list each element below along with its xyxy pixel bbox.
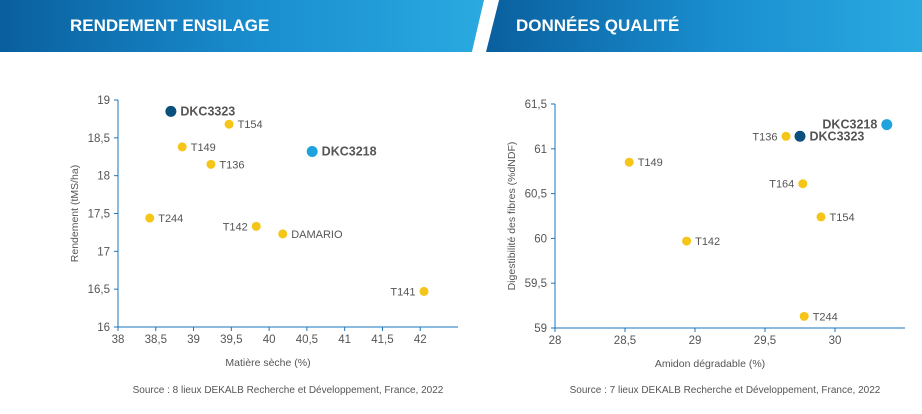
- x-tick-label: 28,5: [614, 335, 636, 347]
- x-tick-label: 41: [338, 334, 351, 346]
- data-label: T244: [813, 311, 838, 323]
- data-point: [177, 142, 187, 152]
- data-label: T136: [752, 131, 777, 143]
- y-tick-label: 59: [534, 323, 547, 335]
- y-tick-label: 18: [97, 171, 110, 183]
- data-point: [206, 159, 216, 169]
- data-label: T142: [223, 221, 248, 233]
- y-tick-label: 61: [534, 144, 547, 156]
- data-label: DKC3218: [822, 118, 877, 132]
- y-tick-label: 19: [97, 95, 110, 107]
- x-tick-label: 28: [549, 335, 562, 347]
- x-tick-label: 29,5: [754, 335, 776, 347]
- data-label: DKC3323: [180, 104, 235, 118]
- data-point: [224, 119, 234, 129]
- x-tick-label: 39,5: [220, 334, 242, 346]
- source-note: Source : 7 lieux DEKALB Recherche et Dév…: [570, 385, 881, 396]
- data-label: T149: [191, 142, 216, 154]
- x-tick-label: 42: [414, 334, 427, 346]
- y-tick-label: 17,5: [88, 209, 110, 221]
- x-tick-label: 40: [263, 334, 276, 346]
- data-point: [816, 212, 826, 222]
- y-tick-label: 16,5: [88, 284, 110, 296]
- source-note: Source : 8 lieux DEKALB Recherche et Dév…: [133, 385, 444, 396]
- data-point: [165, 105, 177, 117]
- y-tick-label: 18,5: [88, 133, 110, 145]
- data-point: [794, 130, 806, 142]
- data-label: T164: [769, 179, 794, 191]
- y-tick-label: 60: [534, 233, 547, 245]
- data-label: T154: [830, 212, 855, 224]
- y-tick-label: 61,5: [525, 99, 547, 111]
- header-left-title: RENDEMENT ENSILAGE: [70, 16, 270, 35]
- data-label: T244: [158, 213, 183, 225]
- x-tick-label: 38,5: [145, 334, 167, 346]
- y-tick-label: 59,5: [525, 278, 547, 290]
- data-point: [781, 131, 791, 141]
- header-rendement-ensilage: RENDEMENT ENSILAGE: [0, 0, 484, 52]
- x-tick-label: 41,5: [371, 334, 393, 346]
- data-label: T136: [219, 159, 244, 171]
- x-tick-label: 38: [112, 334, 125, 346]
- x-axis-title: Amidon dégradable (%): [655, 358, 765, 370]
- x-tick-label: 39: [187, 334, 200, 346]
- data-label: T154: [238, 119, 263, 131]
- data-point: [306, 145, 318, 157]
- data-label: DKC3218: [322, 144, 377, 158]
- chart-rendement-ensilage: 38 38,5 39 39,5 40 40,5 41 41,5 42 16 16,5 17 17,5 18…: [69, 95, 458, 396]
- data-point: [798, 179, 808, 189]
- x-tick-label: 40,5: [296, 334, 318, 346]
- x-tick-label: 29: [689, 335, 702, 347]
- y-tick-label: 60,5: [525, 189, 547, 201]
- data-point: [624, 157, 634, 167]
- data-label: T141: [390, 286, 415, 298]
- y-tick-label: 16: [97, 322, 110, 334]
- data-label: T149: [638, 157, 663, 169]
- data-point: [881, 119, 893, 131]
- x-axis-title: Matière sèche (%): [225, 357, 310, 369]
- data-point: [682, 236, 692, 246]
- chart-donnees-qualite: 28 28,5 29 29,5 30 59 59,5 60 60,5 61 61,5 Amidon d…: [506, 99, 905, 396]
- data-point: [251, 221, 261, 231]
- data-point: [419, 286, 429, 296]
- y-axis-title: Rendement (tMS/ha): [69, 165, 81, 262]
- data-label: T142: [695, 236, 720, 248]
- data-point: [278, 229, 288, 239]
- data-label: DAMARIO: [291, 229, 343, 241]
- header-right-title: DONNÉES QUALITÉ: [516, 16, 680, 35]
- data-point: [145, 213, 155, 223]
- data-point: [799, 311, 809, 321]
- x-tick-label: 30: [829, 335, 842, 347]
- y-tick-label: 17: [97, 246, 110, 258]
- header-donnees-qualite: DONNÉES QUALITÉ: [486, 0, 922, 52]
- data-label: DKC3323: [810, 129, 865, 143]
- y-axis-title: Digestibilité des fibres (%dNDF): [506, 142, 518, 291]
